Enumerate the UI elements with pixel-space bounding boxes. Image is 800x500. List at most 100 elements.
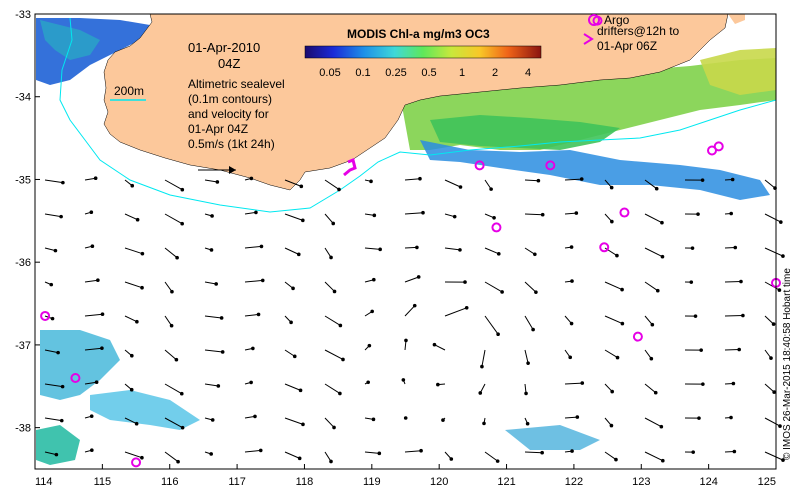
velocity-arrow (164, 315, 173, 326)
velocity-arrow-head (778, 424, 782, 428)
velocity-arrow-head (59, 418, 64, 423)
velocity-arrow-head (574, 211, 579, 215)
velocity-arrow (644, 383, 657, 394)
velocity-arrow-head (569, 321, 574, 326)
velocity-arrow-head (771, 322, 776, 326)
velocity-arrow (524, 213, 543, 216)
velocity-arrow-head (661, 458, 665, 463)
velocity-arrow-head (210, 418, 215, 422)
velocity-arrow (244, 211, 257, 215)
velocity-arrow-head (615, 355, 620, 360)
velocity-arrow-head (258, 448, 263, 453)
velocity-arrow (764, 213, 782, 223)
velocity-arrow-head (478, 391, 483, 395)
argo-float-marker (632, 331, 643, 342)
velocity-arrow-head (697, 416, 701, 420)
velocity-arrow-head (436, 382, 440, 387)
velocity-arrow-head (570, 449, 574, 453)
velocity-arrow-head (610, 219, 614, 224)
velocity-arrow-head (169, 323, 174, 328)
velocity-arrow-head (421, 210, 425, 215)
argo-float-marker (40, 310, 51, 321)
velocity-arrow-head (175, 255, 179, 260)
velocity-arrow-head (49, 282, 54, 287)
depth-contour-200m (59, 17, 777, 213)
velocity-arrow-head (614, 457, 618, 462)
velocity-arrow-head (649, 356, 654, 361)
velocity-arrow (324, 417, 335, 428)
velocity-arrow-head (660, 254, 665, 259)
argo-legend-icon (588, 14, 600, 26)
velocity-arrow-head (53, 248, 58, 253)
velocity-arrow-head (496, 332, 500, 337)
velocity-arrow-head (693, 314, 698, 318)
velocity-arrow-head (458, 248, 462, 252)
velocity-arrow-head (135, 217, 140, 222)
land-east-fragment (728, 14, 745, 24)
velocity-arrow (44, 179, 63, 184)
velocity-arrow-head (209, 452, 213, 456)
velocity-arrow-head (377, 451, 382, 456)
velocity-arrow-head (100, 346, 104, 350)
velocity-arrow-head (480, 364, 484, 369)
lon-tick-label: 117 (228, 476, 246, 488)
velocity-arrow-head (249, 380, 253, 385)
velocity-arrow-head (779, 220, 783, 224)
velocity-arrow (284, 247, 299, 255)
velocity-arrow-head (332, 425, 336, 430)
scale-arrow (198, 166, 236, 174)
lat-tick-label: -38 (15, 423, 31, 435)
velocity-arrow-head (216, 384, 221, 388)
velocity-arrow-head (249, 176, 254, 181)
velocity-arrow (434, 344, 446, 351)
velocity-arrow (564, 416, 578, 419)
velocity-arrow (644, 417, 662, 428)
velocity-arrow (164, 213, 183, 225)
argo-float-marker (545, 160, 556, 171)
velocity-arrow (244, 449, 261, 453)
velocity-arrow-head (489, 187, 493, 191)
velocity-arrow (524, 247, 536, 255)
velocity-arrow-head (741, 313, 745, 318)
velocity-arrow (764, 315, 774, 325)
velocity-arrow-head (94, 380, 99, 384)
velocity-arrow (44, 349, 59, 354)
velocity-arrow-head (699, 348, 703, 352)
velocity-arrow-head (495, 459, 500, 463)
drifter-legend-icon (583, 33, 594, 45)
velocity-arrow (404, 246, 417, 249)
velocity-arrow (324, 349, 344, 360)
velocity-arrow-head (135, 319, 139, 324)
lon-tick-label: 114 (35, 476, 53, 488)
velocity-arrow (364, 451, 380, 454)
velocity-arrow (484, 315, 499, 335)
velocity-arrow-head (534, 290, 538, 294)
altimetry-line-2: (0.1m contours) (188, 92, 272, 106)
colorbar (304, 45, 542, 59)
velocity-arrow-head (609, 185, 614, 190)
velocity-arrow-head (59, 214, 63, 219)
velocity-arrow-head (331, 221, 336, 226)
velocity-arrow-head (659, 424, 664, 429)
velocity-arrow-head (341, 357, 345, 362)
lon-tick-label: 124 (699, 476, 717, 488)
velocity-arrow (244, 313, 259, 317)
velocity-arrow-head (134, 421, 139, 426)
velocity-arrow-head (100, 312, 105, 316)
colorbar-tick-label: 0.05 (319, 67, 340, 79)
velocity-arrow (644, 247, 663, 258)
velocity-arrow-head (401, 378, 406, 382)
velocity-arrow-head (772, 390, 776, 394)
velocity-arrow (644, 213, 663, 224)
velocity-arrow-head (568, 355, 573, 360)
altimetry-line-3: and velocity for (188, 107, 269, 121)
velocity-arrow-head (777, 288, 782, 292)
credit-text: © IMOS 26-Mar-2015 18:40:58 Hobart time (782, 268, 793, 460)
velocity-arrow-head (536, 178, 541, 183)
colorbar-title: MODIS Chl-a mg/m3 OC3 (347, 27, 490, 41)
velocity-arrow-head (418, 176, 422, 181)
velocity-arrow-head (700, 178, 705, 182)
velocity-arrow (164, 281, 173, 292)
velocity-arrow (524, 451, 543, 454)
velocity-arrow-head (296, 252, 301, 257)
